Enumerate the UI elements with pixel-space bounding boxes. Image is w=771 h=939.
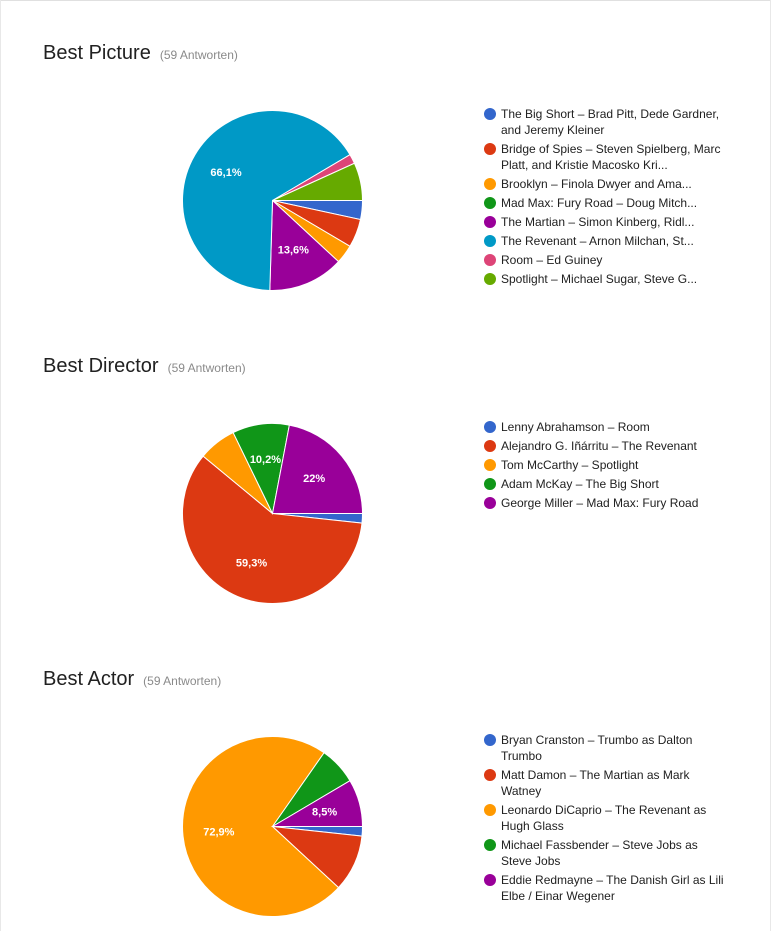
response-count: (59 Antworten) bbox=[143, 674, 222, 688]
legend-label: Spotlight – Michael Sugar, Steve G... bbox=[501, 272, 698, 286]
question-best-director: Best Director (59 Antworten) 59,3% 10,2% 2… bbox=[0, 313, 771, 626]
legend-label: Adam McKay – The Big Short bbox=[501, 477, 659, 491]
legend-color-dot bbox=[484, 108, 496, 120]
legend-best-actor: Bryan Cranston – Trumbo as Dalton Trumbo… bbox=[484, 732, 724, 907]
legend-color-dot bbox=[484, 197, 496, 209]
legend-label: Bridge of Spies – Steven Spielberg, Marc… bbox=[501, 142, 721, 172]
pie-data-label: 59,3% bbox=[236, 557, 267, 569]
legend-color-dot bbox=[484, 273, 496, 285]
question-header: Best Picture (59 Antworten) bbox=[43, 42, 238, 65]
legend-label: Tom McCarthy – Spotlight bbox=[501, 458, 639, 472]
legend-color-dot bbox=[484, 235, 496, 247]
legend-label: Bryan Cranston – Trumbo as Dalton Trumbo bbox=[501, 733, 693, 763]
legend-color-dot bbox=[484, 804, 496, 816]
pie-data-label: 13,6% bbox=[278, 244, 309, 256]
pie-slice bbox=[269, 199, 340, 291]
legend-label: George Miller – Mad Max: Fury Road bbox=[501, 496, 699, 510]
question-header: Best Actor (59 Antworten) bbox=[43, 668, 221, 691]
pie-slice bbox=[182, 455, 363, 604]
legend-label: The Big Short – Brad Pitt, Dede Gardner,… bbox=[501, 107, 720, 137]
legend-label: Room – Ed Guiney bbox=[501, 253, 603, 267]
legend-item: Matt Damon – The Martian as Mark Watney bbox=[484, 767, 724, 799]
legend-color-dot bbox=[484, 216, 496, 228]
pie-chart-best-picture: 13,6% 66,1% bbox=[182, 110, 364, 291]
pie-chart-best-director: 59,3% 10,2% 22% bbox=[182, 423, 364, 604]
legend-item: Leonardo DiCaprio – The Revenant as Hugh… bbox=[484, 802, 724, 834]
frame-left-border bbox=[0, 0, 1, 931]
pie-data-label: 72,9% bbox=[203, 826, 234, 838]
legend-color-dot bbox=[484, 440, 496, 452]
legend-item: Tom McCarthy – Spotlight bbox=[484, 457, 724, 473]
legend-item: Brooklyn – Finola Dwyer and Ama... bbox=[484, 176, 724, 192]
legend-color-dot bbox=[484, 178, 496, 190]
legend-item: Lenny Abrahamson – Room bbox=[484, 419, 724, 435]
legend-label: Lenny Abrahamson – Room bbox=[501, 420, 650, 434]
legend-color-dot bbox=[484, 143, 496, 155]
legend-color-dot bbox=[484, 874, 496, 886]
legend-item: Eddie Redmayne – The Danish Girl as Lili… bbox=[484, 872, 724, 904]
pie-data-label: 66,1% bbox=[210, 167, 241, 179]
legend-label: Leonardo DiCaprio – The Revenant as Hugh… bbox=[501, 803, 707, 833]
legend-label: Matt Damon – The Martian as Mark Watney bbox=[501, 768, 690, 798]
legend-item: Bridge of Spies – Steven Spielberg, Marc… bbox=[484, 141, 724, 173]
legend-label: Mad Max: Fury Road – Doug Mitch... bbox=[501, 196, 698, 210]
legend-label: The Revenant – Arnon Milchan, St... bbox=[501, 234, 694, 248]
pie-data-label: 10,2% bbox=[250, 454, 281, 466]
pie-slice bbox=[271, 424, 364, 514]
legend-item: George Miller – Mad Max: Fury Road bbox=[484, 495, 724, 511]
legend-item: Mad Max: Fury Road – Doug Mitch... bbox=[484, 195, 724, 211]
legend-label: The Martian – Simon Kinberg, Ridl... bbox=[501, 215, 695, 229]
legend-item: The Revenant – Arnon Milchan, St... bbox=[484, 233, 724, 249]
legend-item: The Big Short – Brad Pitt, Dede Gardner,… bbox=[484, 106, 724, 138]
legend-item: Adam McKay – The Big Short bbox=[484, 476, 724, 492]
legend-color-dot bbox=[484, 497, 496, 509]
question-best-actor: Best Actor (59 Antworten) 72,9% 8,5% Brya… bbox=[0, 626, 771, 939]
question-best-picture: Best Picture (59 Antworten) 13,6% 66,1% T… bbox=[0, 0, 771, 313]
legend-item: Michael Fassbender – Steve Jobs as Steve… bbox=[484, 837, 724, 869]
pie-slice bbox=[182, 736, 340, 917]
response-count: (59 Antworten) bbox=[159, 48, 238, 62]
legend-item: Alejandro G. Iñárritu – The Revenant bbox=[484, 438, 724, 454]
legend-item: Spotlight – Michael Sugar, Steve G... bbox=[484, 271, 724, 287]
legend-color-dot bbox=[484, 421, 496, 433]
pie-slice bbox=[272, 162, 364, 201]
question-title: Best Picture bbox=[43, 42, 151, 64]
legend-label: Michael Fassbender – Steve Jobs as Steve… bbox=[501, 838, 698, 868]
legend-color-dot bbox=[484, 459, 496, 471]
pie-data-label: 8,5% bbox=[312, 806, 337, 818]
legend-color-dot bbox=[484, 734, 496, 746]
pie-slice bbox=[182, 110, 351, 291]
legend-color-dot bbox=[484, 254, 496, 266]
legend-color-dot bbox=[484, 839, 496, 851]
response-count: (59 Antworten) bbox=[167, 361, 246, 375]
pie-slice bbox=[270, 780, 364, 827]
legend-label: Alejandro G. Iñárritu – The Revenant bbox=[501, 439, 697, 453]
pie-chart-best-actor: 72,9% 8,5% bbox=[182, 736, 364, 917]
legend-color-dot bbox=[484, 478, 496, 490]
question-header: Best Director (59 Antworten) bbox=[43, 355, 246, 378]
legend-color-dot bbox=[484, 769, 496, 781]
question-title: Best Actor bbox=[43, 668, 135, 690]
question-title: Best Director bbox=[43, 355, 159, 377]
frame-top-border bbox=[0, 0, 771, 1]
legend-best-director: Lenny Abrahamson – Room Alejandro G. Iñár… bbox=[484, 419, 724, 514]
legend-best-picture: The Big Short – Brad Pitt, Dede Gardner,… bbox=[484, 106, 724, 290]
legend-item: Bryan Cranston – Trumbo as Dalton Trumbo bbox=[484, 732, 724, 764]
pie-data-label: 22% bbox=[303, 473, 325, 485]
legend-item: Room – Ed Guiney bbox=[484, 252, 724, 268]
legend-item: The Martian – Simon Kinberg, Ridl... bbox=[484, 214, 724, 230]
legend-label: Brooklyn – Finola Dwyer and Ama... bbox=[501, 177, 692, 191]
legend-label: Eddie Redmayne – The Danish Girl as Lili… bbox=[501, 873, 724, 903]
